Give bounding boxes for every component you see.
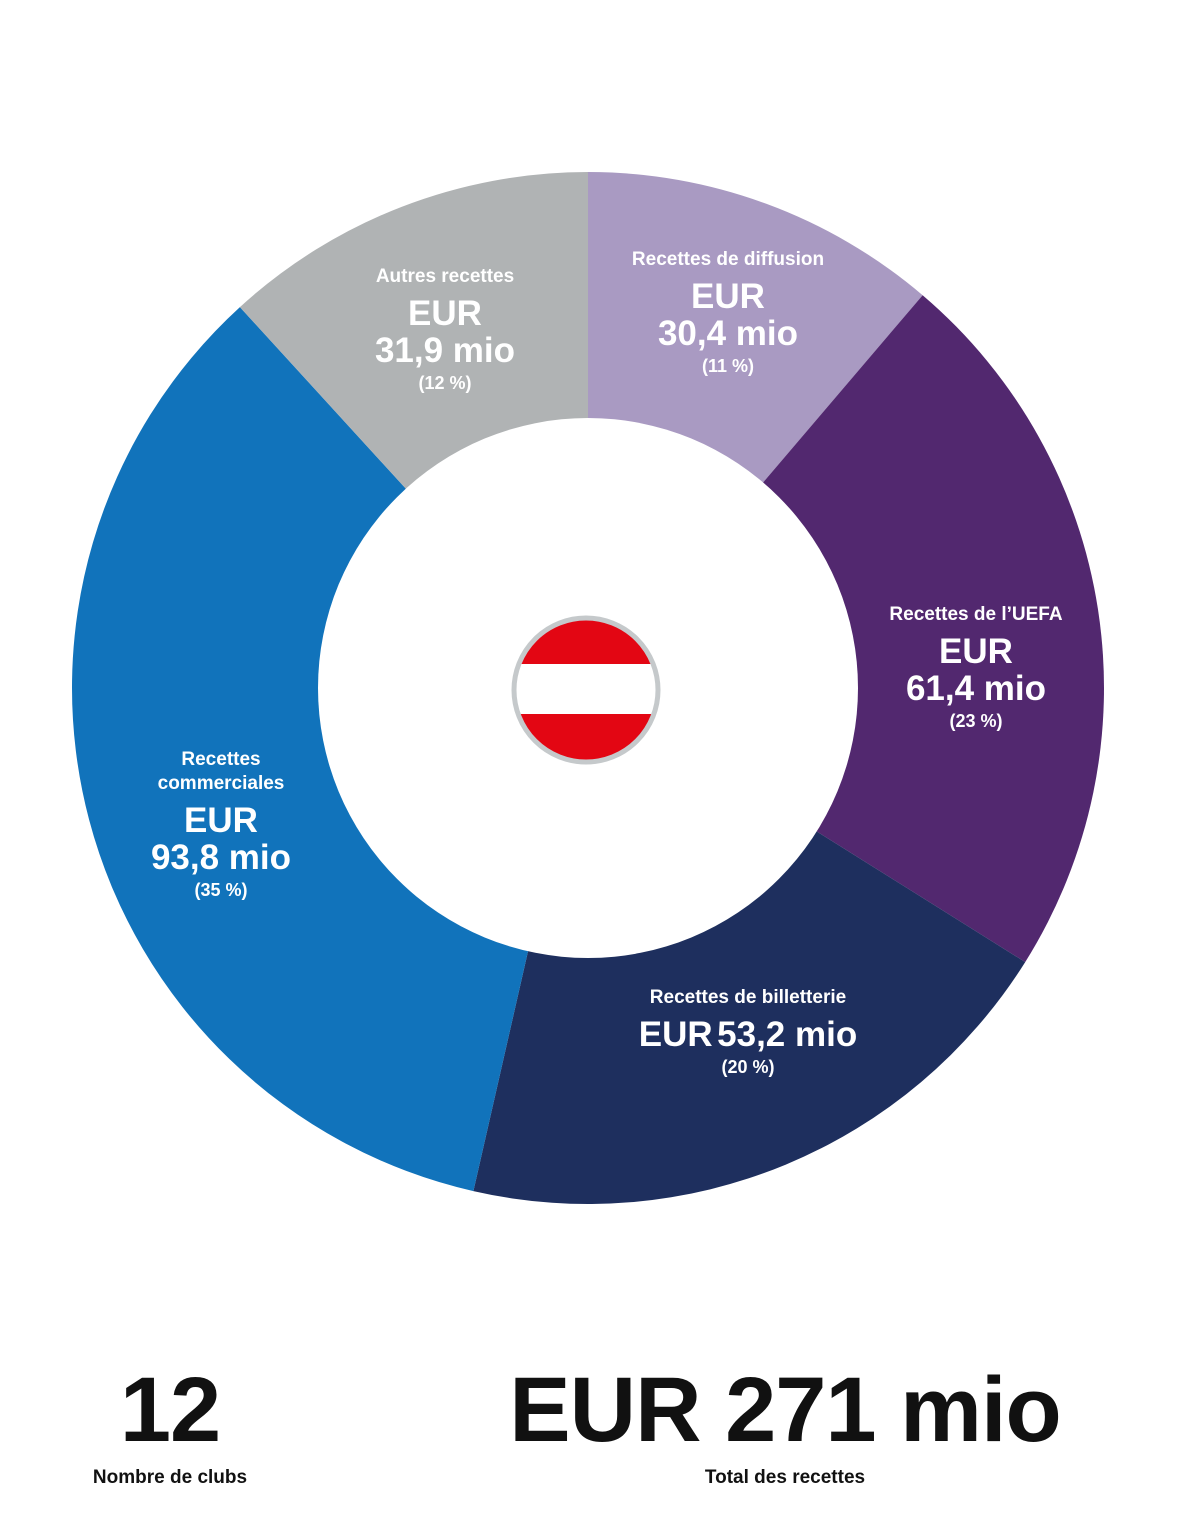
slice-currency: EUR <box>691 277 765 316</box>
slice-currency: EUR <box>638 1015 713 1054</box>
slice-value: 31,9 mio <box>374 331 516 370</box>
slice-label-billetterie: Recettes de billetterie EUR 53,2 mio (20… <box>598 986 898 1079</box>
slice-percent: (12 %) <box>418 373 472 393</box>
slice-percent: (23 %) <box>949 711 1003 731</box>
slice-label-uefa: Recettes de l’UEFA EUR 61,4 mio (23 %) <box>866 603 1086 733</box>
slice-name: Autres recettes <box>375 266 515 287</box>
slice-value: 53,2 mio <box>717 1015 858 1054</box>
clubs-stat: 12 Nombre de clubs <box>60 1362 280 1490</box>
slice-value: 61,4 mio <box>905 669 1047 708</box>
total-revenue-label: Total des recettes <box>704 1467 866 1488</box>
slice-percent: (20 %) <box>721 1057 775 1077</box>
slice-percent: (35 %) <box>194 880 248 900</box>
slice-percent: (11 %) <box>701 356 755 376</box>
clubs-count: 12 <box>119 1359 221 1461</box>
slice-name: Recettes de billetterie <box>649 987 847 1008</box>
slice-value: 93,8 mio <box>150 838 292 877</box>
slice-label-commerciales: Recettes commerciales EUR 93,8 mio (35 %… <box>121 748 321 902</box>
slice-name: Recettes de diffusion <box>631 249 825 270</box>
slice-name: Recettes de l’UEFA <box>889 604 1063 625</box>
clubs-label: Nombre de clubs <box>92 1467 248 1488</box>
slice-currency: EUR <box>939 632 1013 671</box>
slice-value: 30,4 mio <box>657 314 799 353</box>
slice-currency: EUR <box>408 294 482 333</box>
slice-label-autres: Autres recettes EUR 31,9 mio (12 %) <box>340 265 550 395</box>
slice-label-diffusion: Recettes de diffusion EUR 30,4 mio (11 %… <box>628 248 828 378</box>
revenue-stat: EUR 271 mio Total des recettes <box>460 1362 1110 1490</box>
slice-currency: EUR <box>184 801 258 840</box>
total-revenue-value: EUR 271 mio <box>509 1359 1061 1461</box>
slice-name: Recettes commerciales <box>157 749 285 794</box>
